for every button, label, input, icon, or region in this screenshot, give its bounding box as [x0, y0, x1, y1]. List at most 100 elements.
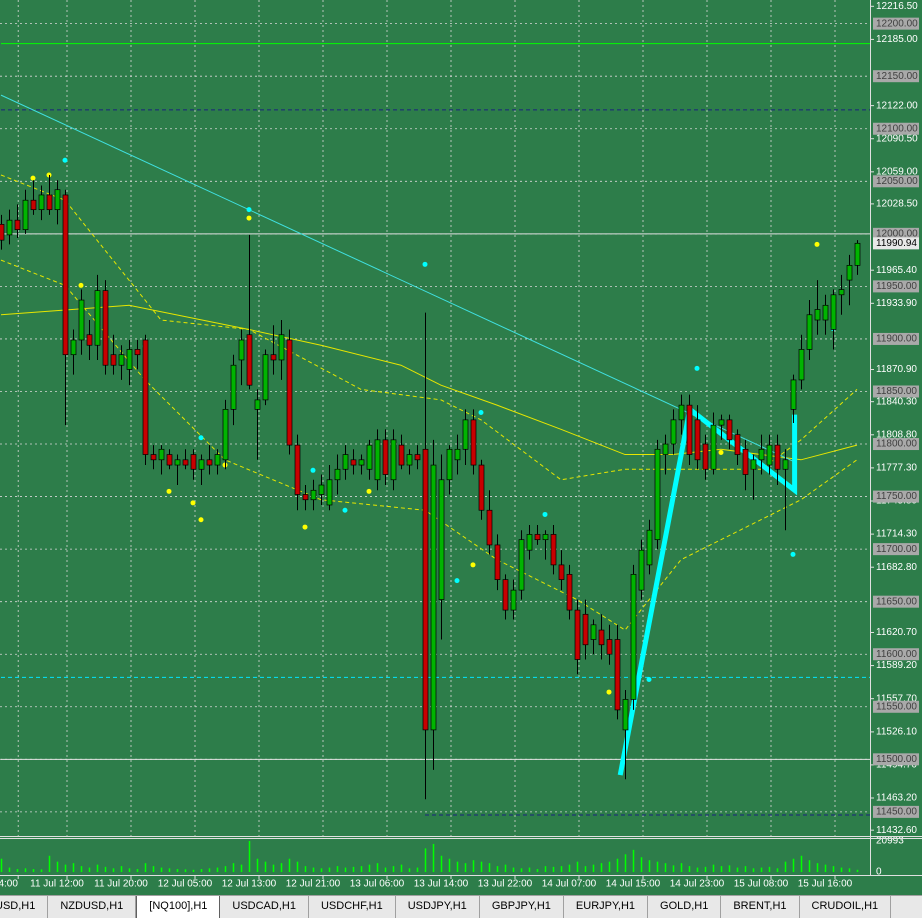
- signal-dot: [694, 365, 700, 371]
- y-tick-label: 12122.00: [876, 100, 918, 111]
- x-tick-label: 15 Jul 16:00: [798, 879, 853, 890]
- candle-body: [174, 459, 181, 466]
- candle-body: [582, 613, 589, 646]
- candle-body: [390, 439, 397, 481]
- candle-body: [710, 424, 717, 470]
- y-tick-label: 12090.50: [876, 133, 918, 144]
- y-tick-label: 11714.30: [876, 529, 917, 540]
- candle-body: [742, 448, 749, 475]
- signal-dot: [454, 578, 460, 584]
- candle-body: [94, 290, 101, 346]
- signal-dot: [646, 676, 652, 682]
- y-tick-label: 11557.70: [876, 693, 917, 704]
- y-tick-label: 11808.80: [876, 429, 917, 440]
- candle-body: [342, 454, 349, 470]
- candle-body: [22, 199, 29, 230]
- signal-dot: [30, 175, 36, 181]
- level-label: 11850.00: [876, 386, 917, 397]
- candle-body: [62, 194, 69, 356]
- symbol-tab[interactable]: USD,H1: [0, 896, 49, 918]
- candle-body: [86, 334, 93, 346]
- x-tick-label: 12 Jul 05:00: [158, 879, 213, 890]
- signal-dot: [606, 689, 612, 695]
- x-tick-label: 15 Jul 08:00: [734, 879, 789, 890]
- x-tick-label: 14 Jul 23:00: [670, 879, 725, 890]
- x-tick-label: 13 Jul 14:00: [414, 879, 469, 890]
- symbol-tab[interactable]: USDCHF,H1: [309, 896, 396, 918]
- candle-body: [718, 419, 725, 426]
- candle-body: [686, 404, 693, 455]
- x-tick-label: 12 Jul 13:00: [222, 879, 277, 890]
- level-label-box: [873, 17, 919, 30]
- signal-dot: [310, 467, 316, 473]
- candle-body: [782, 459, 789, 470]
- signal-dot: [62, 157, 68, 163]
- candle-body: [766, 444, 773, 466]
- y-tick-label: 11933.90: [876, 298, 917, 309]
- signal-dot: [246, 207, 252, 213]
- candle-body: [734, 434, 741, 455]
- candle-body: [294, 444, 301, 495]
- symbol-tab[interactable]: GBPJPY,H1: [480, 896, 564, 918]
- symbol-tab[interactable]: [NQ100],H1: [136, 896, 221, 918]
- candle-body: [758, 448, 765, 461]
- candle-body: [838, 289, 845, 296]
- symbol-tab[interactable]: GOLD,H1: [648, 896, 722, 918]
- x-tick-label: 12 Jul 21:00: [286, 879, 341, 890]
- level-label-box: [873, 175, 919, 188]
- level-label: 11800.00: [876, 439, 917, 450]
- level-label-box: [873, 385, 919, 398]
- candle-body: [518, 539, 525, 591]
- signal-dot: [198, 435, 204, 441]
- candle-body: [526, 534, 533, 551]
- candle-body: [830, 294, 837, 330]
- candle-body: [398, 444, 405, 466]
- level-label-box: [873, 805, 919, 818]
- y-tick-label: 11463.20: [876, 793, 917, 804]
- y-tick-label: 11870.90: [876, 364, 917, 375]
- level-label: 12000.00: [876, 228, 918, 239]
- candle-body: [630, 574, 637, 700]
- candle-body: [406, 454, 413, 466]
- signal-dot: [422, 261, 428, 267]
- candle-body: [46, 194, 53, 211]
- symbol-tab[interactable]: USDJPY,H1: [396, 896, 480, 918]
- candle-body: [126, 349, 133, 370]
- candle-body: [350, 459, 357, 466]
- candle-body: [678, 404, 685, 421]
- symbol-tab[interactable]: BRENT,H1: [721, 896, 800, 918]
- signal-dot: [78, 282, 84, 288]
- candle-body: [534, 534, 541, 541]
- candle-body: [190, 454, 197, 470]
- symbol-tab[interactable]: EURJPY,H1: [564, 896, 649, 918]
- candle-body: [150, 454, 157, 461]
- level-label: 11700.00: [876, 544, 917, 555]
- symbol-tab[interactable]: NZDUSD,H1: [48, 896, 137, 918]
- candle-body: [334, 468, 341, 481]
- candle-body: [502, 579, 509, 611]
- candle-body: [574, 609, 581, 660]
- candle-body: [246, 334, 253, 386]
- candle-body: [278, 334, 285, 361]
- candle-body: [270, 354, 277, 361]
- y-tick-label: 11589.20: [876, 660, 917, 671]
- symbol-tab[interactable]: CRUDOIL,H1: [800, 896, 892, 918]
- level-label: 11550.00: [876, 701, 917, 712]
- y-tick-label: 11682.80: [876, 562, 917, 573]
- candle-body: [118, 354, 125, 366]
- candle-body: [38, 194, 45, 211]
- candle-body: [470, 419, 477, 466]
- x-tick-label: 14 Jul 15:00: [606, 879, 661, 890]
- candle-body: [422, 448, 429, 731]
- last-price-box: [873, 237, 919, 250]
- y-tick-label: 12185.00: [876, 34, 918, 45]
- signal-dot: [478, 410, 484, 416]
- candle-body: [606, 639, 613, 655]
- signal-dot: [470, 562, 476, 568]
- x-tick-label: 11 Jul 20:00: [94, 879, 148, 890]
- candle-body: [14, 219, 21, 230]
- symbol-tab[interactable]: USDCAD,H1: [220, 896, 309, 918]
- candle-body: [374, 439, 381, 481]
- signal-dot: [302, 524, 308, 530]
- candle-body: [142, 339, 149, 455]
